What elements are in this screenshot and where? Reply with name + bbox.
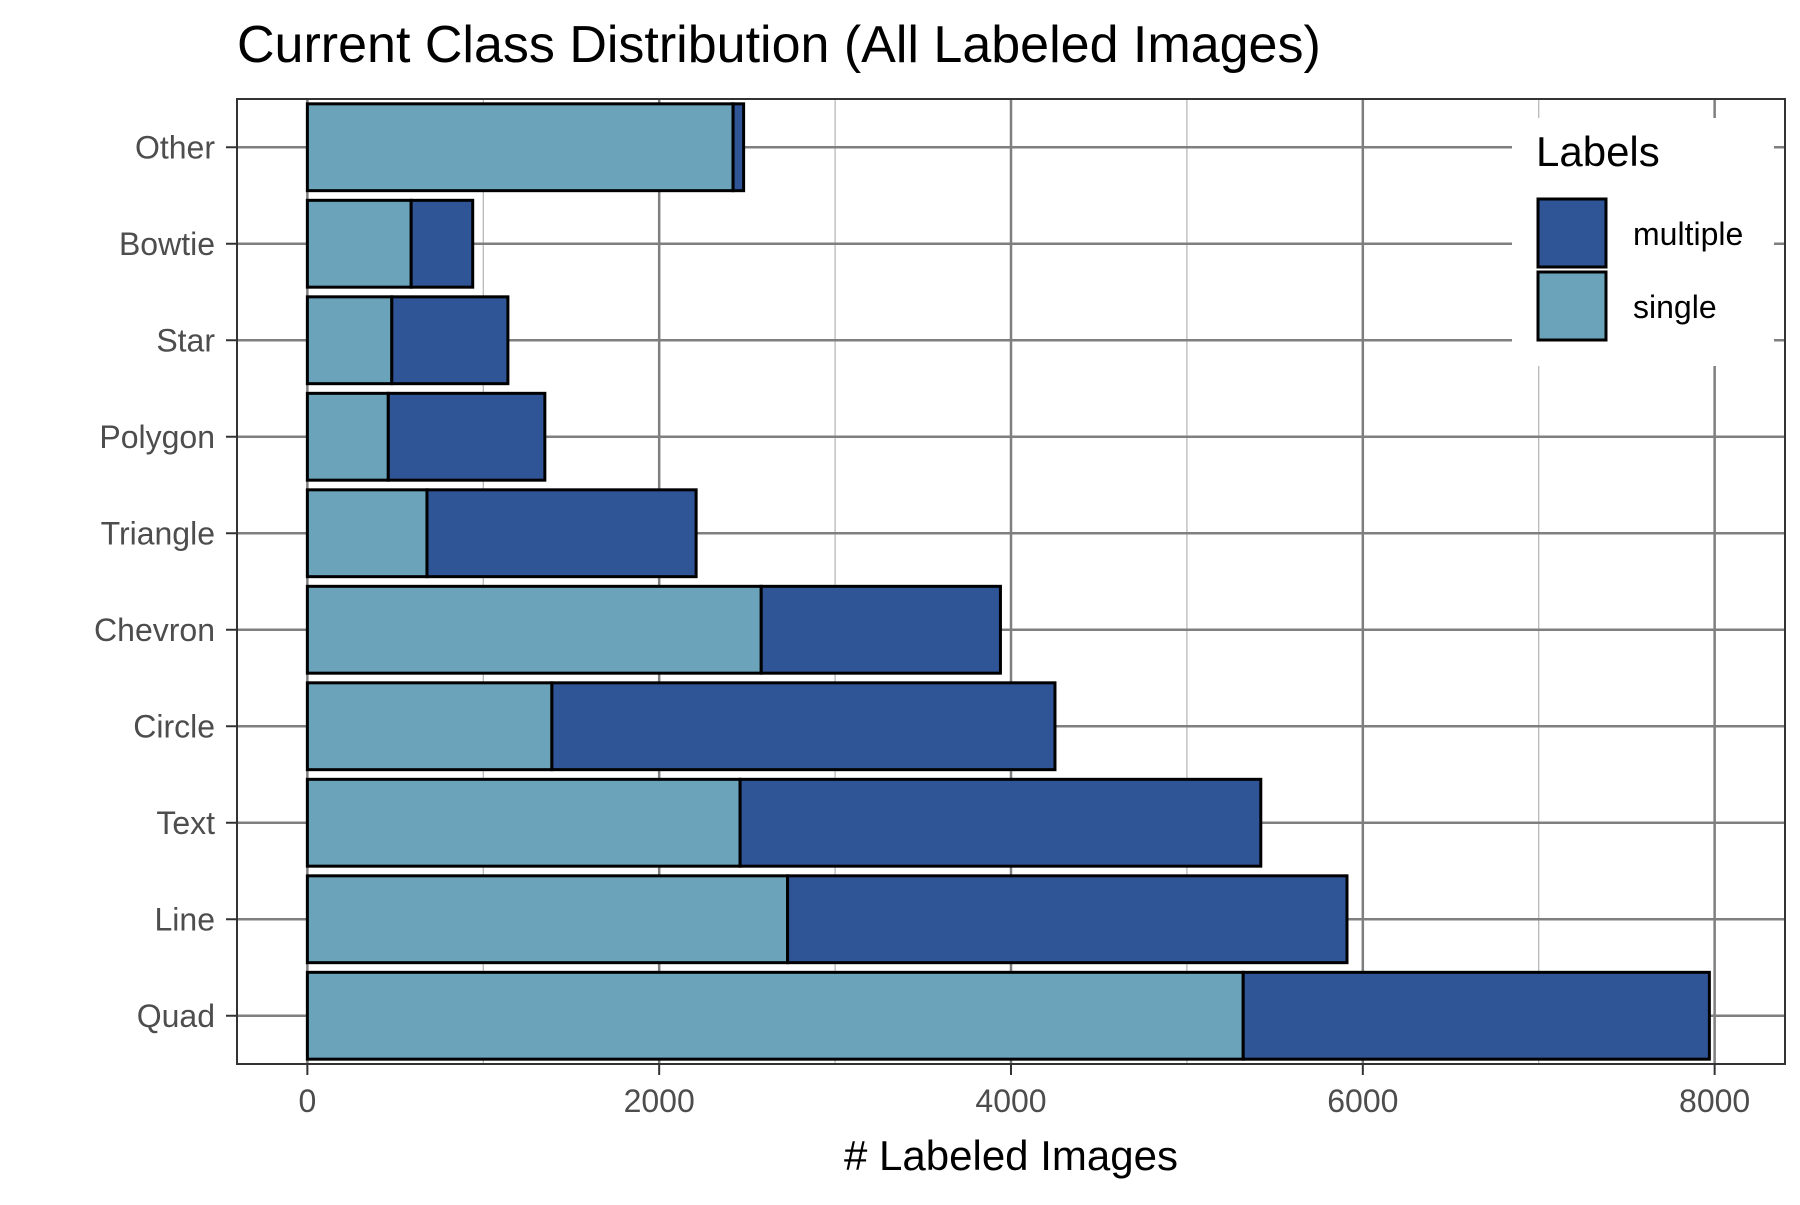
bar-multiple-circle <box>550 681 1057 772</box>
legend-title: Labels <box>1536 128 1660 175</box>
bar-single-polygon <box>305 391 390 482</box>
x-tick-label: 6000 <box>1327 1083 1398 1119</box>
y-tick-label: Bowtie <box>119 226 215 262</box>
bar-multiple-chevron <box>759 584 1002 675</box>
legend-swatch-multiple <box>1536 197 1608 269</box>
bars <box>305 102 1711 1061</box>
bar-multiple-text <box>738 777 1263 868</box>
y-tick-label: Star <box>156 322 215 358</box>
legend-swatch-single <box>1536 270 1608 342</box>
bar-multiple-bowtie <box>409 198 475 289</box>
x-tick-label: 2000 <box>624 1083 695 1119</box>
bar-single-other <box>305 102 735 193</box>
bar-single-line <box>305 874 790 965</box>
legend-label-multiple: multiple <box>1633 216 1743 252</box>
y-tick-label: Text <box>156 805 215 841</box>
legend-label-single: single <box>1633 289 1717 325</box>
y-tick-label: Other <box>135 129 215 165</box>
x-tick-label: 4000 <box>975 1083 1046 1119</box>
bar-multiple-triangle <box>425 488 698 579</box>
bar-single-circle <box>305 681 554 772</box>
chart-title: Current Class Distribution (All Labeled … <box>237 16 1321 74</box>
plot-border <box>236 98 1786 1065</box>
y-tick-label: Line <box>155 901 216 937</box>
bar-single-quad <box>305 970 1245 1061</box>
x-tick-label: 8000 <box>1679 1083 1750 1119</box>
bar-single-chevron <box>305 584 763 675</box>
axes: Other Bowtie Star Polygon Triangle Chevron Cir… <box>94 129 1750 1119</box>
legend: Labels multiple single <box>1512 118 1774 366</box>
x-tick-label: 0 <box>298 1083 316 1119</box>
bar-single-bowtie <box>305 198 413 289</box>
y-tick-label: Circle <box>133 708 215 744</box>
y-tick-label: Chevron <box>94 612 215 648</box>
bar-multiple-line <box>786 874 1349 965</box>
y-tick-label: Quad <box>137 998 215 1034</box>
y-tick-label: Triangle <box>101 515 215 551</box>
x-axis-title: # Labeled Images <box>844 1132 1178 1179</box>
bar-multiple-polygon <box>386 391 547 482</box>
bar-single-triangle <box>305 488 429 579</box>
y-tick-label: Polygon <box>99 419 215 455</box>
bar-multiple-quad <box>1241 970 1711 1061</box>
bar-multiple-other <box>731 102 746 193</box>
bar-single-text <box>305 777 742 868</box>
bar-multiple-star <box>390 295 510 386</box>
bar-single-star <box>305 295 394 386</box>
